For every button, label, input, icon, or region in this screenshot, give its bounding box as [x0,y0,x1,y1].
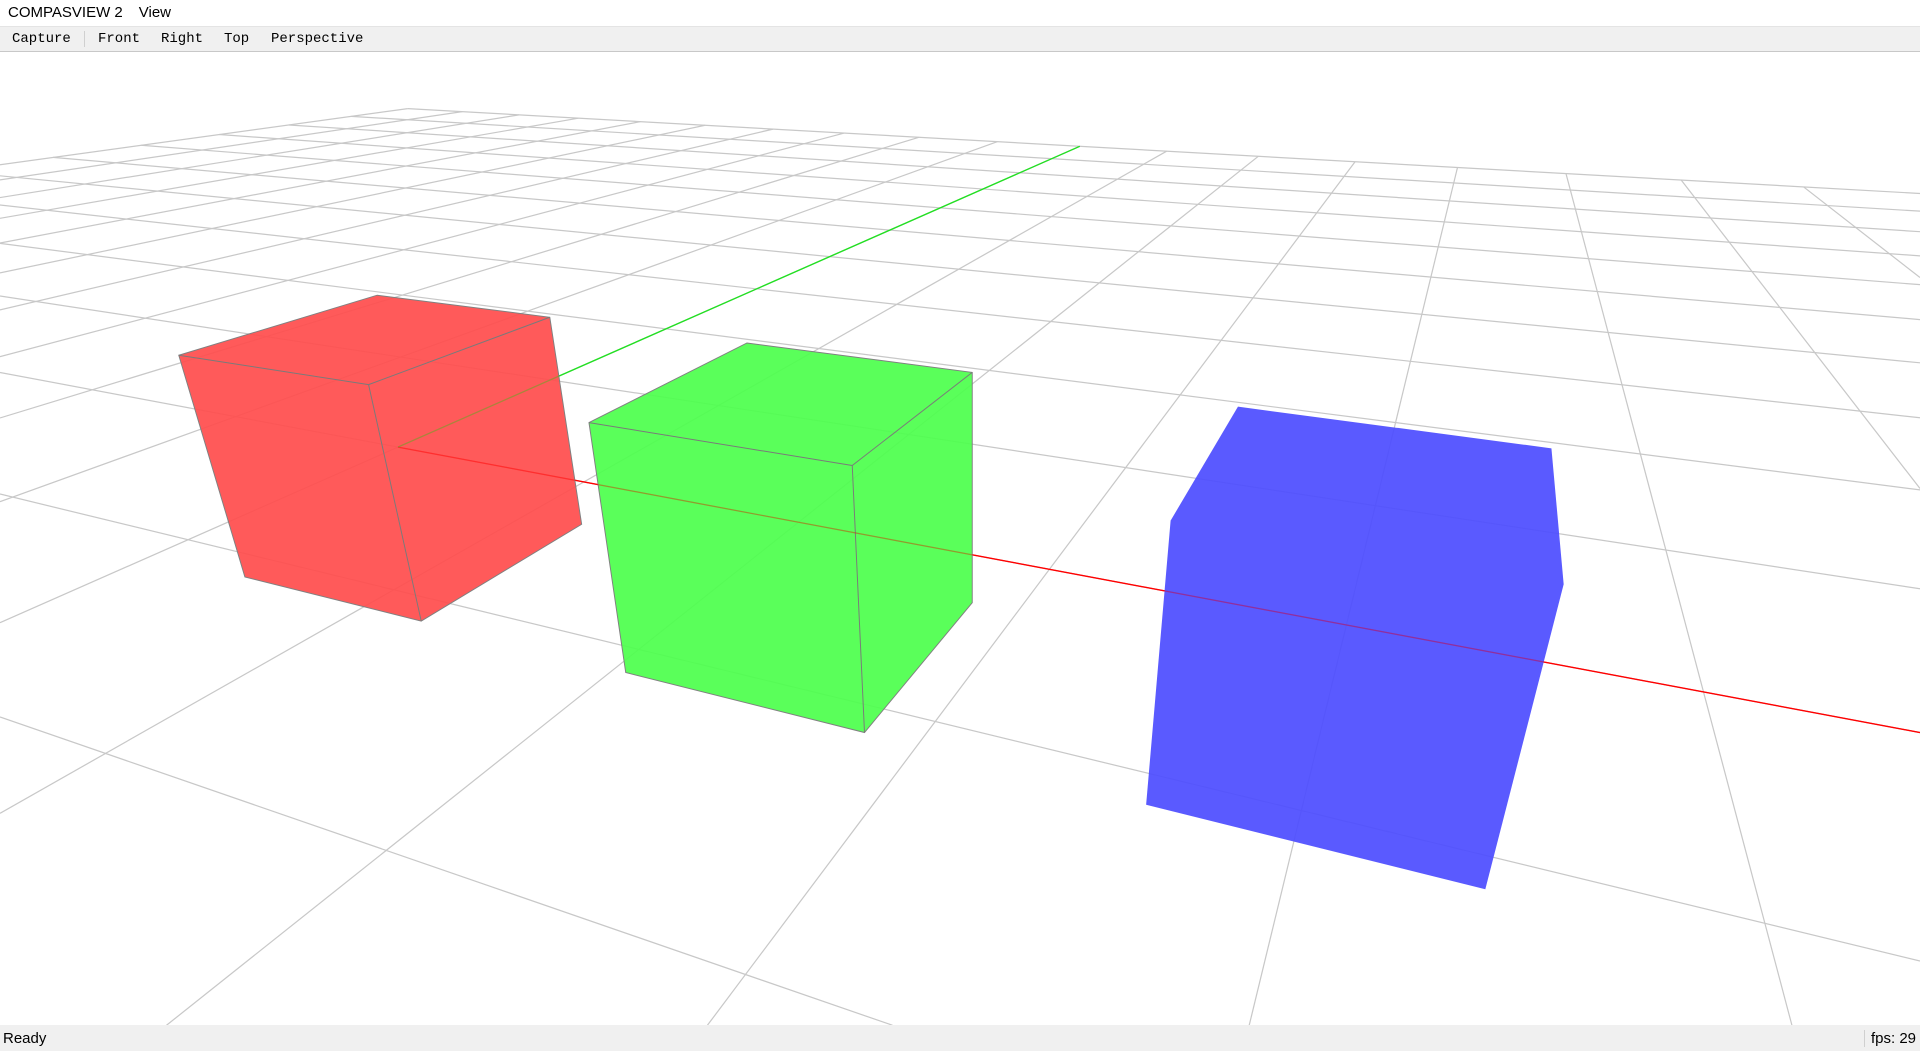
grid-line [0,716,893,1026]
grid-line [141,144,1920,286]
perspective-view-button[interactable]: Perspective [271,31,364,47]
blue-box[interactable] [1146,406,1564,890]
grid-line [1565,173,1793,1026]
menu-bar: COMPASVIEW 2 View [0,0,1920,25]
grid-line [219,133,1920,257]
status-text: Ready [3,1030,47,1047]
box-edge [851,371,973,466]
grid-line [0,114,520,199]
red-box-faces [178,294,583,622]
toolbar-separator [84,31,85,47]
top-view-button[interactable]: Top [224,31,250,47]
green-box-faces [588,342,973,734]
status-bar: Ready fps: 29 [0,1025,1920,1051]
front-view-button[interactable]: Front [98,31,141,47]
grid-line [0,204,1920,419]
menu-view[interactable]: View [138,4,171,21]
grid-line [706,161,1356,1026]
grid-line [53,156,1920,321]
grid-line [0,136,920,419]
box-edge [368,384,422,622]
box-edge [368,316,550,386]
boxes [178,145,1920,890]
app-title: COMPASVIEW 2 [8,4,123,21]
capture-button[interactable]: Capture [12,31,71,47]
grid-line [0,117,579,219]
x-axis-through-box [397,446,1920,734]
box-edge [588,422,853,466]
box-edge [178,354,369,386]
toolbar: Capture Front Right Top Perspective [0,26,1920,52]
y-axis-through-box [397,145,1081,448]
grid-line [0,132,845,358]
grid-line [1680,179,1920,489]
grid-line [0,128,774,311]
right-view-button[interactable]: Right [161,31,204,47]
grid-line [0,124,706,274]
fps-counter: fps: 29 [1863,1030,1916,1047]
grid-line [0,111,463,181]
grid-line [1803,186,1920,279]
grid-line [0,121,641,244]
grid-line [0,242,1920,491]
green-box[interactable] [588,342,973,734]
red-box[interactable] [178,294,583,622]
grid-line [288,124,1920,233]
grid-line [407,107,1920,195]
box-edge [851,465,865,733]
grid-line [351,115,1920,212]
grid-line [0,107,408,166]
grid-line [0,175,1920,364]
blue-box-faces [1146,406,1564,890]
